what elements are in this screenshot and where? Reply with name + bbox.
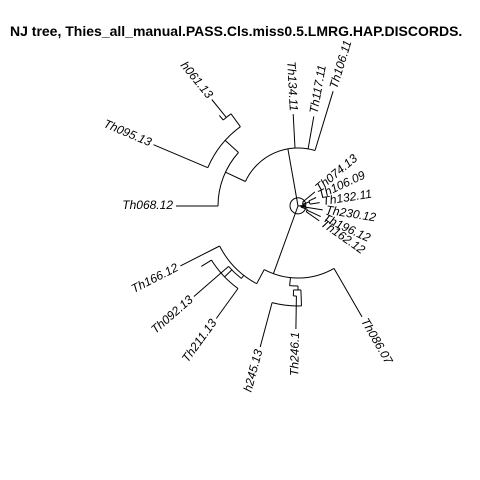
tree-edge-Q-Th166 — [180, 245, 220, 267]
tip-label-th166-12: Th166.12 — [129, 260, 181, 296]
tree-arc-Y — [289, 197, 307, 215]
tree-edge-K-L — [218, 115, 224, 121]
tip-label-th245-13: h245.13 — [241, 348, 266, 394]
tip-label-th134-11: Th134.11 — [284, 61, 301, 111]
tree-edge-Z-D — [300, 206, 308, 210]
tree-edge-P-I — [225, 171, 246, 182]
tree-edge-B-Th074 — [302, 191, 316, 203]
tip-label-th092-13: Th092.13 — [148, 292, 196, 336]
tree-arc-C — [308, 200, 311, 205]
tip-label-th117-11: Th117.11 — [307, 64, 329, 115]
tree-arc-J — [207, 126, 241, 168]
tree-edge-V-X — [300, 289, 302, 306]
tip-label-th068-12: Th068.12 — [122, 198, 173, 212]
tree-arc-D — [305, 209, 308, 212]
tree-edge-J-Th095 — [153, 144, 208, 169]
tree-edge-E-Th230 — [301, 206, 323, 211]
tip-label-th211-13: Th211.13 — [179, 316, 220, 365]
tree-edge-A-B — [302, 202, 304, 205]
tree-edge-J-K — [230, 113, 241, 127]
tree-edge-S-Th211 — [215, 288, 239, 319]
tree-edge-R-Th092 — [193, 266, 229, 297]
tree-edge-R-S — [224, 269, 233, 278]
tree-arc-P — [244, 147, 316, 182]
tip-labels: h061.13 Th095.13 Th068.12 Th166.12 Th092… — [102, 38, 397, 393]
tree-edge-K-Th061 — [211, 99, 227, 118]
tree-edge-root-M — [272, 205, 299, 274]
tree-edge-C-Th106a — [308, 197, 317, 202]
tree-edge-root-P — [287, 148, 299, 207]
tree-arc-Q — [219, 245, 257, 285]
tree-edge-M-Th086 — [333, 268, 363, 318]
tree-arc-X — [271, 302, 302, 307]
tree-edge-X-Th245 — [259, 302, 273, 348]
tree-edge-C-Th132 — [309, 202, 320, 205]
tip-label-th246-13: Th246.1 — [287, 332, 302, 376]
tree-edge-A-C — [302, 201, 310, 205]
tree-arc-S — [211, 259, 239, 289]
tree-edge-I-J — [224, 140, 239, 153]
tree-arc-I — [217, 152, 239, 207]
tree-edge-Q-R — [241, 275, 245, 279]
tree-edge-W-Th246 — [295, 295, 297, 330]
tree-edge-M-U — [289, 277, 291, 286]
tree-edge-D-Th196 — [306, 209, 321, 218]
tree-arc-M — [263, 267, 335, 279]
tree-edge-P-Th134 — [292, 114, 296, 149]
tip-label-th086-07: Th086.07 — [358, 315, 396, 367]
tip-label-th061-13: h061.13 — [178, 59, 216, 102]
tree-edge-M-Q — [256, 269, 265, 284]
chart-title: NJ tree, Thies_all_manual.PASS.Cls.miss0… — [10, 23, 462, 39]
tree-edge-P-Th117 — [307, 116, 315, 149]
tree-edges — [153, 91, 363, 348]
tree-arc-R — [228, 266, 242, 279]
tip-label-th106-11: Th106.11 — [327, 38, 355, 90]
tree-edge-P-Th106b — [314, 91, 334, 151]
tree-arc-B — [302, 201, 304, 204]
tree-edge-S-T — [201, 259, 212, 267]
tip-label-th095-13: Th095.13 — [102, 116, 154, 149]
tree-edge-D-Th162 — [305, 211, 320, 222]
